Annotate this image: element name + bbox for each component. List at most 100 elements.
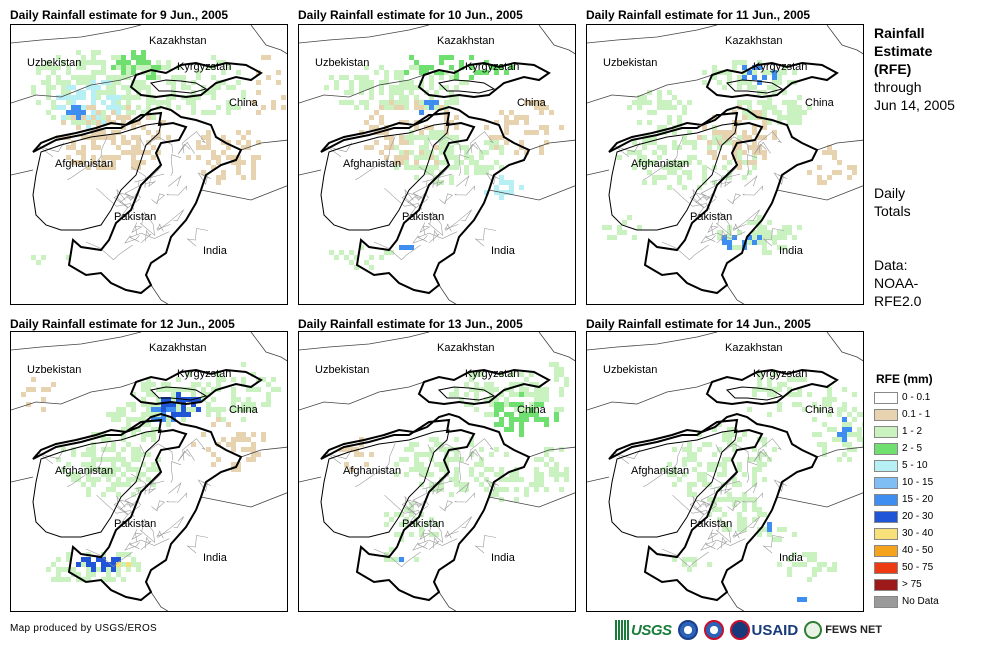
legend-label: > 75 [902, 579, 922, 590]
panel-title-2: Daily Rainfall estimate for 10 Jun., 200… [298, 8, 523, 22]
nasa-logo-icon [703, 620, 724, 640]
country-label-kazakhstan: Kazakhstan [149, 342, 207, 354]
legend-label: 20 - 30 [902, 511, 934, 522]
legend-label: 10 - 15 [902, 477, 934, 488]
rainfall-raster [602, 60, 857, 255]
focus-country-borders [320, 61, 551, 295]
legend-label: 1 - 2 [902, 426, 923, 437]
legend-swatch [874, 425, 898, 438]
globe-icon [804, 621, 823, 639]
usgs-logo-text: USGS [631, 621, 672, 639]
neighbor-borders [587, 332, 863, 611]
country-label-pakistan: Pakistan [114, 518, 157, 530]
legend-swatch [874, 544, 898, 557]
rainfall-map-6: Kazakhstan Uzbekistan Kyrgyzstan China Afgha… [586, 331, 864, 612]
legend-label: 2 - 5 [902, 443, 923, 454]
country-label-india: India [203, 552, 227, 564]
country-label-kazakhstan: Kazakhstan [437, 35, 495, 47]
panel-title-1: Daily Rainfall estimate for 9 Jun., 2005 [10, 8, 229, 22]
panel-title-3: Daily Rainfall estimate for 11 Jun., 200… [586, 8, 811, 22]
neighbor-borders [299, 332, 575, 611]
map-canvas [11, 332, 287, 611]
agency-logos: USGS USAID FEWS NET [615, 617, 882, 643]
country-label-china: China [517, 97, 546, 109]
country-label-kyrgyzstan: Kyrgyzstan [465, 61, 520, 73]
legend-item: No Data [874, 593, 939, 610]
neighbor-borders [11, 25, 287, 304]
country-label-india: India [779, 245, 803, 257]
country-label-india: India [491, 552, 515, 564]
legend-label: 0 - 0.1 [902, 392, 931, 403]
map-credit: Map produced by USGS/EROS [10, 623, 158, 634]
rainfall-raster [662, 372, 863, 602]
country-label-afghanistan: Afghanistan [631, 465, 690, 477]
legend-swatch [874, 459, 898, 472]
legend-label: 50 - 75 [902, 562, 934, 573]
rainfall-raster [339, 362, 569, 562]
legend-swatch [874, 476, 898, 489]
legend-swatch [874, 578, 898, 591]
data-line-1: Data: [874, 257, 908, 273]
neighbor-borders [587, 25, 863, 304]
country-label-pakistan: Pakistan [690, 211, 733, 223]
legend-label: 15 - 20 [902, 494, 934, 505]
country-label-afghanistan: Afghanistan [55, 465, 114, 477]
rainfall-map-4: Kazakhstan Uzbekistan Kyrgyzstan China Afgha… [10, 331, 288, 612]
map-canvas [587, 25, 863, 304]
rainfall-map-1: Kazakhstan Uzbekistan Kyrgyzstan China Afgha… [10, 24, 288, 305]
map-canvas [587, 332, 863, 611]
admin-boundaries [38, 438, 212, 568]
legend-item: 20 - 30 [874, 508, 939, 525]
title-line-1: Rainfall [874, 25, 925, 41]
country-label-afghanistan: Afghanistan [631, 158, 690, 170]
country-label-kyrgyzstan: Kyrgyzstan [177, 368, 232, 380]
country-label-uzbekistan: Uzbekistan [27, 57, 82, 69]
totals-line-1: Daily [874, 185, 906, 201]
usgs-logo: USGS [615, 620, 672, 640]
country-label-china: China [229, 97, 258, 109]
admin-boundaries [326, 131, 500, 261]
map-canvas [299, 25, 575, 304]
country-label-pakistan: Pakistan [690, 518, 733, 530]
country-label-afghanistan: Afghanistan [55, 158, 114, 170]
legend: 0 - 0.1 0.1 - 1 1 - 2 2 - 5 5 - 10 10 - 15 15 … [874, 389, 939, 610]
noaa-logo-icon [677, 620, 698, 640]
legend-swatch [874, 408, 898, 421]
legend-item: 15 - 20 [874, 491, 939, 508]
legend-label: 0.1 - 1 [902, 409, 931, 420]
neighbor-borders [299, 25, 575, 304]
usaid-logo: USAID [729, 620, 798, 640]
rainfall-map-5: Kazakhstan Uzbekistan Kyrgyzstan China Afgha… [298, 331, 576, 612]
country-label-uzbekistan: Uzbekistan [315, 57, 370, 69]
legend-item: 2 - 5 [874, 440, 939, 457]
daily-totals-note: Daily Totals [874, 184, 911, 220]
legend-swatch [874, 493, 898, 506]
country-label-china: China [517, 404, 546, 416]
country-label-kyrgyzstan: Kyrgyzstan [753, 368, 808, 380]
country-label-uzbekistan: Uzbekistan [315, 364, 370, 376]
focus-country-borders [608, 368, 839, 602]
legend-swatch [874, 561, 898, 574]
legend-swatch [874, 595, 898, 608]
fews-net-logo: FEWS NET [804, 621, 882, 639]
panel-title-5: Daily Rainfall estimate for 13 Jun., 200… [298, 317, 523, 331]
country-label-kyrgyzstan: Kyrgyzstan [177, 61, 232, 73]
title-line-5: Jun 14, 2005 [874, 97, 955, 113]
legend-item: 30 - 40 [874, 525, 939, 542]
legend-swatch [874, 442, 898, 455]
totals-line-2: Totals [874, 203, 911, 219]
country-label-india: India [203, 245, 227, 257]
legend-label: 30 - 40 [902, 528, 934, 539]
country-label-afghanistan: Afghanistan [343, 158, 402, 170]
data-line-2: NOAA- [874, 275, 919, 291]
legend-item: 0.1 - 1 [874, 406, 939, 423]
country-label-kazakhstan: Kazakhstan [437, 342, 495, 354]
admin-boundaries [614, 438, 788, 568]
rainfall-map-3: Kazakhstan Uzbekistan Kyrgyzstan China Afgha… [586, 24, 864, 305]
country-label-uzbekistan: Uzbekistan [603, 364, 658, 376]
legend-swatch [874, 391, 898, 404]
country-label-kyrgyzstan: Kyrgyzstan [465, 368, 520, 380]
map-canvas [11, 25, 287, 304]
legend-item: 40 - 50 [874, 542, 939, 559]
panel-title-6: Daily Rainfall estimate for 14 Jun., 200… [586, 317, 811, 331]
